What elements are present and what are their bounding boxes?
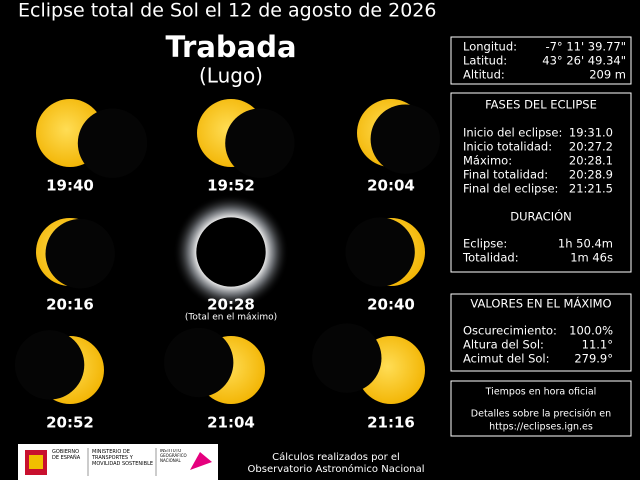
row-value: 100.0% <box>569 324 613 338</box>
row-value: 279.9° <box>574 352 613 366</box>
moon <box>77 108 148 178</box>
coordinates-panel <box>450 36 632 85</box>
row-label: Máximo: <box>463 154 512 168</box>
logo-text: INSTITUTO GEOGRÁFICO NACIONAL <box>160 449 187 463</box>
row-label: Inicio totalidad: <box>463 140 552 154</box>
info-panel <box>450 380 632 437</box>
row-value: 20:27.2 <box>569 140 613 154</box>
phase-time: 20:28 <box>207 296 255 314</box>
ign-logo <box>190 452 212 470</box>
row-value: 1m 46s <box>570 251 613 265</box>
panel-title: VALORES EN EL MÁXIMO <box>470 296 611 311</box>
row-value: 19:31.0 <box>569 126 613 140</box>
moon <box>312 323 382 393</box>
row-label: Altitud: <box>463 68 505 82</box>
info-line: Detalles sobre la precisión en <box>471 409 611 420</box>
panel-title: FASES DEL ECLIPSE <box>485 98 597 112</box>
row-label: Latitud: <box>463 54 507 68</box>
row-label: Totalidad: <box>462 251 519 265</box>
row-value: -7° 11' 39.77" <box>545 40 626 54</box>
moon <box>370 104 440 174</box>
row-value: 21:21.5 <box>569 182 613 196</box>
row-label: Final del eclipse: <box>463 182 558 196</box>
row-label: Eclipse: <box>463 237 507 251</box>
row-label: Oscurecimiento: <box>463 324 557 338</box>
phase-time: 20:04 <box>367 177 415 195</box>
moon <box>164 327 234 398</box>
row-value: 20:28.1 <box>569 154 613 168</box>
coat-of-arms-inner <box>29 455 43 469</box>
row-label: Inicio del eclipse: <box>463 126 562 140</box>
phase-time: 19:52 <box>207 177 255 195</box>
moon <box>14 330 85 400</box>
phase-time: 19:40 <box>46 177 94 195</box>
phase-time: 20:16 <box>46 296 94 314</box>
eclipse-sequence: 19:40 19:52 20:04 20:16 20:28(Total en el má… <box>14 99 440 432</box>
row-value: 43° 26' 49.34" <box>542 54 626 68</box>
panel-title: DURACIÓN <box>510 209 572 224</box>
logo-text: GOBIERNO DE ESPAÑA <box>52 449 81 461</box>
row-value: 1h 50.4m <box>558 237 613 251</box>
phases-panel <box>450 92 632 273</box>
moon <box>196 217 266 287</box>
credit-line: Observatorio Astronómico Nacional <box>248 463 425 475</box>
moon <box>345 217 415 287</box>
row-label: Final totalidad: <box>463 168 548 182</box>
row-value: 209 m <box>589 68 626 82</box>
info-line: https://eclipses.ign.es <box>489 422 593 433</box>
row-label: Longitud: <box>463 40 517 54</box>
phase-time: 20:40 <box>367 296 415 314</box>
logo-strip <box>18 444 218 480</box>
info-line: Tiempos en hora oficial <box>485 387 597 398</box>
credit-line: Cálculos realizados por el <box>272 451 400 463</box>
phase-time: 21:04 <box>207 414 255 432</box>
logo-text: MINISTERIO DE TRANSPORTES Y MOVILIDAD SO… <box>92 449 154 467</box>
row-label: Acimut del Sol: <box>463 352 549 366</box>
location-region: (Lugo) <box>199 64 263 88</box>
page-title: Eclipse total de Sol el 12 de agosto de … <box>18 0 436 22</box>
phase-time: 20:52 <box>46 414 94 432</box>
phase-time: 21:16 <box>367 414 415 432</box>
maximum-panel <box>450 293 632 372</box>
row-value: 11.1° <box>582 338 613 352</box>
moon <box>45 219 115 289</box>
row-label: Altura del Sol: <box>463 338 544 352</box>
location-name: Trabada <box>165 30 296 64</box>
panel-texts: Longitud: -7° 11' 39.77" Latitud: 43° 26' 4… <box>462 40 626 433</box>
row-value: 20:28.9 <box>569 168 613 182</box>
moon <box>225 108 295 178</box>
phase-note: (Total en el máximo) <box>185 313 277 323</box>
